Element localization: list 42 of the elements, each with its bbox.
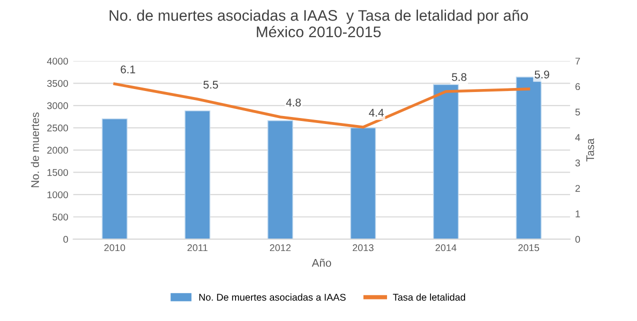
y-tick-label: 4000 — [46, 58, 68, 65]
x-tick-label: 2010 — [104, 244, 126, 252]
line-series — [113, 82, 530, 129]
x-tick-label: 2012 — [270, 244, 291, 252]
data-label: 5.8 — [452, 73, 466, 81]
data-label: 4.4 — [368, 108, 384, 117]
x-tick-label: 2015 — [518, 244, 540, 252]
y2-tick-label: 6 — [575, 83, 580, 90]
bar — [267, 120, 294, 240]
y-tick-label: 1000 — [48, 191, 68, 198]
y-tick-label: 2000 — [47, 146, 68, 154]
y2-tick-label: 2 — [575, 184, 580, 192]
y-tick-label: 1500 — [48, 169, 68, 176]
y-tick-label: 3500 — [47, 80, 68, 87]
bar — [350, 127, 376, 240]
y2-tick-label: 7 — [575, 58, 580, 65]
y-tick-label: 0 — [63, 236, 68, 243]
y2-tick-label: 0 — [575, 236, 580, 243]
legend-label: No. De muertes asociadas a IAAS — [199, 294, 346, 301]
data-label: 4.8 — [286, 98, 301, 106]
bar — [184, 110, 210, 240]
chart-title: No. de muertes asociadas a IAAS y Tasa de letalidad por año México 2010-2015 — [110, 10, 528, 38]
x-tick-label: 2013 — [352, 244, 374, 252]
data-label: 5.9 — [534, 70, 550, 78]
y2-tick-label: 3 — [575, 160, 580, 166]
x-axis-title: Año — [312, 258, 332, 267]
y-tick-label: 500 — [52, 214, 68, 220]
y2-tick-label: 5 — [575, 108, 580, 116]
y2-tick-label: 4 — [575, 134, 580, 141]
bar — [433, 84, 459, 240]
data-label: 6.1 — [120, 66, 136, 74]
y2-axis-title: Tasa — [586, 138, 594, 162]
y-tick-label: 2500 — [47, 124, 68, 132]
y2-tick-label: 1 — [576, 210, 580, 218]
bar — [516, 76, 542, 240]
x-tick-label: 2014 — [436, 244, 456, 252]
legend-label: Tasa de letalidad — [392, 294, 466, 301]
data-label: 5.5 — [203, 80, 218, 89]
y-tick-label: 3000 — [47, 102, 68, 110]
x-tick-label: 2011 — [188, 244, 208, 252]
y-axis-title: No. de muertes — [30, 112, 40, 188]
bar — [102, 118, 128, 240]
